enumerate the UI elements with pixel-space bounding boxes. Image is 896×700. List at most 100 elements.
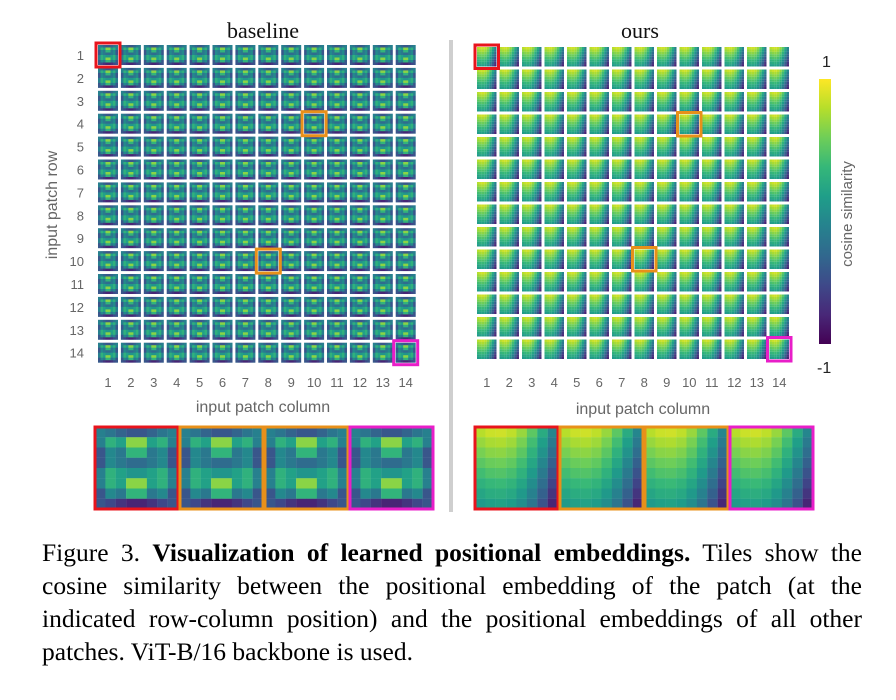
- tile: [395, 296, 416, 317]
- tile: [589, 317, 609, 337]
- col-tick-label: 10: [682, 375, 696, 390]
- tile: [212, 319, 233, 340]
- tile-grid-ours: [477, 47, 789, 359]
- tile: [477, 272, 497, 292]
- tile: [98, 159, 118, 180]
- tile: [143, 159, 164, 180]
- tile: [769, 159, 789, 179]
- tile: [166, 67, 187, 88]
- tile: [98, 296, 118, 317]
- colorbar-min-label: -1: [817, 360, 831, 377]
- tile: [477, 114, 497, 134]
- tile: [499, 92, 519, 112]
- tile: [612, 69, 632, 89]
- tile: [281, 319, 302, 340]
- tile: [679, 47, 699, 67]
- tile: [612, 249, 632, 269]
- row-tick-label: 4: [77, 117, 84, 132]
- tile: [657, 249, 677, 269]
- tile: [372, 296, 393, 317]
- tile: [143, 67, 164, 88]
- tile: [372, 342, 393, 363]
- tile: [657, 317, 677, 337]
- tile: [634, 272, 654, 292]
- tile: [589, 272, 609, 292]
- col-tick-label: 1: [104, 375, 111, 390]
- tile: [235, 319, 256, 340]
- tile: [679, 227, 699, 247]
- tile: [522, 294, 542, 314]
- col-tick-label: 2: [506, 375, 513, 390]
- panel-title-baseline: baseline: [227, 18, 299, 43]
- tile: [769, 249, 789, 269]
- tile: [634, 92, 654, 112]
- tile: [634, 294, 654, 314]
- tile: [235, 182, 256, 203]
- tile: [395, 45, 416, 65]
- tile: [120, 90, 141, 111]
- tile: [235, 228, 256, 249]
- tile: [544, 159, 564, 179]
- row-tick-label: 9: [77, 231, 84, 246]
- tile: [702, 182, 722, 202]
- tile: [143, 319, 164, 340]
- tile: [98, 182, 118, 203]
- highlight-boxes-ours: [473, 43, 793, 363]
- tile: [258, 113, 279, 134]
- tile: [724, 137, 744, 157]
- tile: [769, 92, 789, 112]
- tile: [327, 159, 347, 180]
- tile: [189, 67, 210, 88]
- tile: [747, 294, 767, 314]
- tile: [634, 69, 654, 89]
- tile: [477, 227, 497, 247]
- tile: [327, 274, 347, 294]
- tile: [567, 249, 587, 269]
- panel-title-ours: ours: [621, 18, 659, 43]
- tile: [589, 249, 609, 269]
- tile: [281, 90, 302, 111]
- tile: [522, 47, 542, 67]
- tile: [349, 67, 370, 88]
- tile: [143, 342, 164, 363]
- col-tick-label: 8: [265, 375, 272, 390]
- tile: [327, 136, 347, 157]
- tile: [747, 272, 767, 292]
- col-tick-label: 13: [750, 375, 764, 390]
- tile: [477, 47, 497, 67]
- caption-text: Tiles show the cosine similarity between…: [42, 538, 863, 666]
- tile: [657, 92, 677, 112]
- tile: [189, 45, 210, 65]
- tile: [724, 69, 744, 89]
- tile: [724, 204, 744, 224]
- tile: [372, 228, 393, 249]
- caption-bold-title: Visualization of learned positional embe…: [152, 538, 691, 567]
- tile: [769, 339, 789, 359]
- colorbar-bar: [819, 79, 831, 344]
- tile: [679, 137, 699, 157]
- tile: [166, 182, 187, 203]
- tile: [327, 90, 347, 111]
- tile: [612, 92, 632, 112]
- tile: [395, 205, 416, 226]
- tile: [258, 274, 279, 294]
- tile: [349, 90, 370, 111]
- tile: [120, 274, 141, 294]
- tile: [544, 249, 564, 269]
- tile: [567, 272, 587, 292]
- tile: [477, 159, 497, 179]
- highlight-box: [94, 41, 122, 69]
- tile: [372, 182, 393, 203]
- tile: [166, 205, 187, 226]
- tile: [189, 90, 210, 111]
- zoom-tile: [348, 425, 435, 511]
- tile: [522, 204, 542, 224]
- tile: [395, 319, 416, 340]
- colorbar-max-label: 1: [822, 54, 831, 71]
- tile: [702, 114, 722, 134]
- tile: [522, 272, 542, 292]
- tile: [702, 47, 722, 67]
- tile: [98, 319, 118, 340]
- tile: [657, 159, 677, 179]
- tile: [281, 296, 302, 317]
